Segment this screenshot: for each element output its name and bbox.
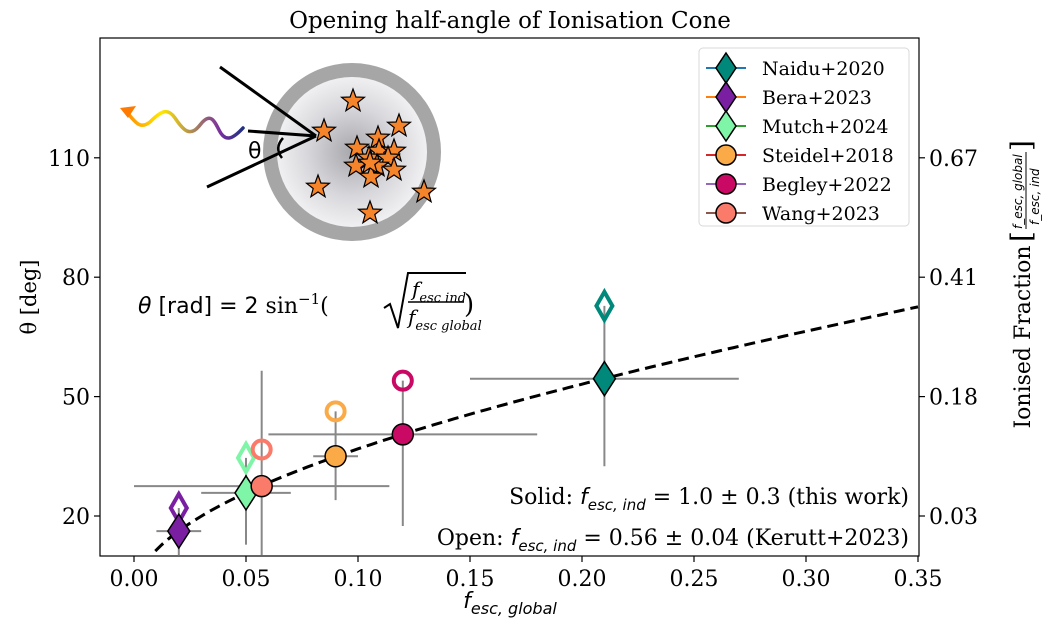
y-axis-label: θ [deg] (17, 259, 41, 334)
legend-box (698, 47, 910, 227)
legend-marker-circle (715, 202, 737, 224)
x-tick-label: 0.30 (782, 567, 831, 592)
legend-marker-circle (715, 144, 737, 166)
y-axis-left: 20 50 80 110 (48, 147, 100, 530)
solid-marker-circle (324, 445, 347, 468)
solid-marker-diamond (166, 512, 191, 550)
x-tick-label: 0.10 (334, 567, 383, 592)
svg-text:θ [rad] = 2 sin−1(: θ [rad] = 2 sin−1( (138, 290, 329, 319)
cone-axis (247, 129, 317, 138)
error-bars (134, 305, 739, 556)
open-marker-circle (391, 369, 414, 392)
open-marker-circle (250, 438, 273, 461)
photon-wave (124, 109, 245, 140)
annotation-solid: Solid: fesc, ind = 1.0 ± 0.3 (this work) (509, 485, 909, 514)
formula-annotation: θ [rad] = 2 sin−1( fesc ind fesc global … (138, 272, 482, 334)
legend-label: Steidel+2018 (762, 145, 894, 167)
x-tick-label: 0.15 (446, 567, 495, 592)
legend-item: Wang+2023 (706, 202, 880, 225)
legend-label: Wang+2023 (762, 203, 880, 225)
y-tick-label: 50 (62, 386, 90, 411)
legend-label: Bera+2023 (762, 87, 872, 109)
chart-title: Opening half-angle of Ionisation Cone (289, 8, 731, 34)
legend-label: Begley+2022 (762, 174, 892, 196)
svg-text:Ionised Fraction: Ionised Fraction (1011, 245, 1036, 428)
star-icon (310, 117, 338, 143)
legend: Naidu+2020 Bera+2023 Mutch+2024 Steidel+201… (698, 47, 910, 227)
legend-item: Naidu+2020 (706, 51, 885, 85)
solid-marker-circle (250, 474, 273, 498)
sqrt-sign (383, 272, 466, 329)
y2-fraction-num: f_esc, global (1011, 154, 1025, 229)
x-tick-label: 0.20 (558, 567, 607, 592)
y2-tick-label: 0.03 (929, 505, 978, 530)
star-cluster (304, 87, 438, 225)
star-icon (343, 134, 371, 160)
y2-tick-label: 0.18 (929, 386, 978, 411)
star-icon (304, 173, 332, 199)
legend-item: Bera+2023 (706, 80, 872, 114)
legend-marker-diamond (715, 109, 737, 143)
star-icon (385, 112, 413, 138)
legend-marker-circle (715, 173, 737, 195)
solid-marker-circle (391, 423, 415, 446)
legend-item: Mutch+2024 (706, 109, 888, 143)
star-icon (356, 149, 384, 175)
y-tick-label: 110 (48, 147, 90, 172)
star-icon (380, 156, 408, 182)
inset-illustration: θ (120, 63, 441, 241)
y2-bracket-open: [ (1005, 231, 1038, 242)
y2-tick-label: 0.67 (929, 147, 978, 172)
plot-frame (99, 37, 920, 557)
inset-theta-label: θ (248, 139, 261, 164)
x-tick-label: 0.35 (894, 567, 943, 592)
legend-item: Begley+2022 (706, 173, 892, 196)
x-tick-label: 0.00 (110, 567, 159, 592)
cone-edge-upper (219, 65, 317, 138)
x-tick-label: 0.05 (222, 567, 271, 592)
annotation-open: Open: fesc, ind = 0.56 ± 0.04 (Kerutt+20… (437, 526, 909, 555)
y-tick-label: 20 (62, 505, 90, 530)
legend-label: Mutch+2024 (762, 116, 888, 138)
open-marker-diamond (594, 287, 615, 324)
x-tick-label: 0.25 (670, 567, 719, 592)
data-markers (166, 287, 617, 550)
legend-label: Naidu+2020 (762, 58, 885, 80)
y2-fraction-den: f_esc, ind (1028, 168, 1042, 225)
star-icon (339, 87, 367, 113)
star-icon (356, 199, 384, 225)
cone-edge-lower (206, 134, 317, 189)
solid-marker-diamond (592, 360, 617, 398)
y2-axis-label: Ionised Fraction [ f_esc, global f_esc, … (1005, 140, 1042, 428)
svg-text:): ) (464, 290, 474, 320)
x-axis: 0.00 0.05 0.10 0.15 0.20 0.25 0.30 0.35 (110, 556, 943, 592)
model-curve-dashed (154, 305, 919, 553)
open-marker-circle (324, 400, 347, 423)
y2-tick-label: 0.41 (929, 266, 978, 291)
x-axis-label: fesc, global (463, 589, 557, 618)
photon-arrowhead-icon (120, 106, 136, 118)
y2-bracket-close: ] (1005, 140, 1038, 151)
angle-arc (277, 137, 284, 159)
star-icon (410, 178, 438, 204)
y-axis-right: 0.03 0.18 0.41 0.67 (919, 147, 978, 530)
legend-item: Steidel+2018 (706, 144, 894, 167)
y-tick-label: 80 (62, 266, 90, 291)
